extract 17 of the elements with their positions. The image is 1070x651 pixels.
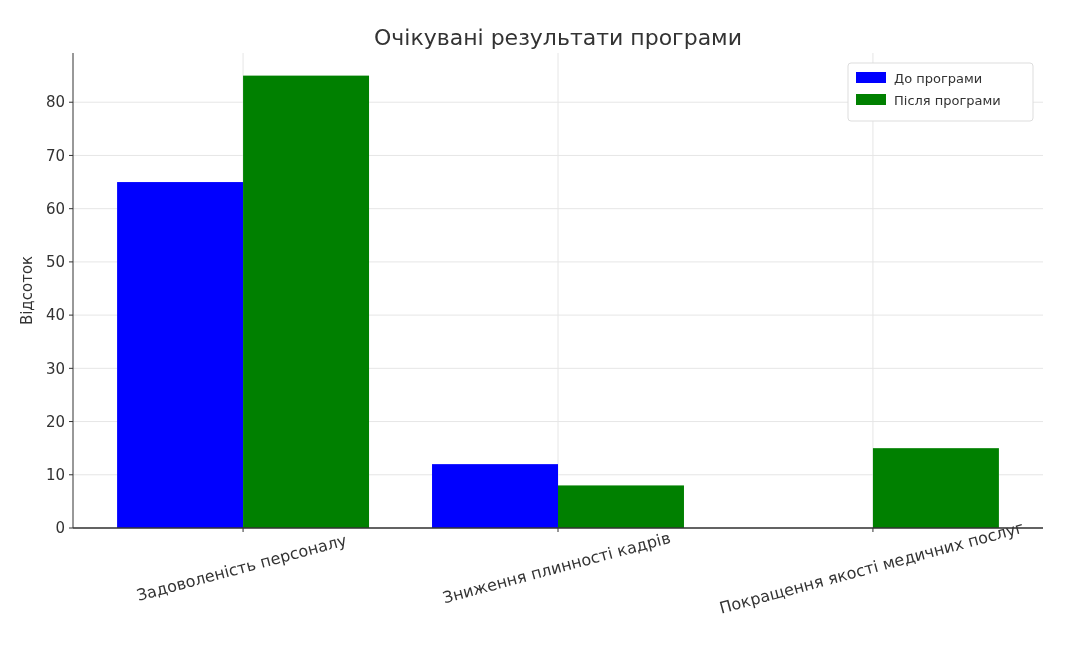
- bar: [117, 182, 244, 528]
- y-tick-label: 30: [45, 359, 65, 378]
- bar: [432, 464, 558, 528]
- y-axis-title: Відсоток: [18, 255, 36, 326]
- y-tick-label: 10: [45, 466, 65, 485]
- y-tick-label: 20: [45, 412, 65, 431]
- y-tick-label: 60: [45, 199, 65, 218]
- legend-label: До програми: [894, 70, 983, 86]
- legend-label: Після програми: [894, 92, 1001, 108]
- y-tick-label: 70: [45, 146, 65, 165]
- y-tick-label: 80: [45, 93, 65, 112]
- bar: [243, 75, 370, 528]
- y-tick-label: 0: [55, 519, 65, 538]
- chart-title: Очікувані результати програми: [373, 25, 743, 50]
- bar: [558, 485, 684, 528]
- y-tick-label: 40: [45, 306, 65, 325]
- y-tick-label: 50: [45, 253, 65, 272]
